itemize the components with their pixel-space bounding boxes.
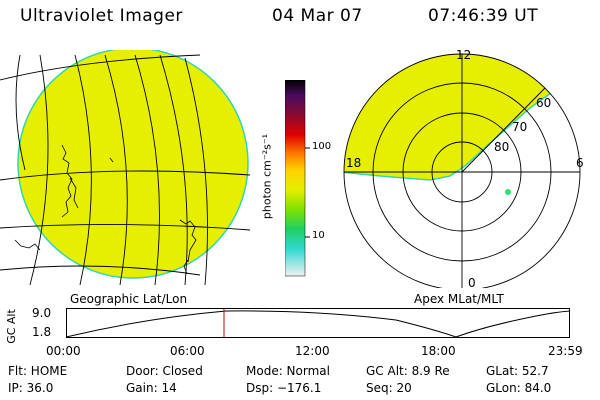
time-tick-1800: 18:00	[421, 344, 456, 358]
time-tick-2359: 23:59	[548, 344, 583, 358]
earth-disk	[17, 50, 249, 279]
info-gain: Gain: 14	[126, 381, 177, 395]
station-marker	[505, 189, 511, 195]
date-label: 04 Mar 07	[272, 6, 363, 26]
info-seq: Seq: 20	[366, 381, 412, 395]
gc-alt-tick-1-8: 1.8	[32, 325, 52, 339]
info-ip: IP: 36.0	[8, 381, 54, 395]
info-mode: Mode: Normal	[246, 364, 330, 378]
info-dsp: Dsp: −176.1	[246, 381, 322, 395]
polar-image	[344, 54, 580, 181]
lat-label-60: 60	[536, 96, 552, 110]
info-door: Door: Closed	[126, 364, 203, 378]
time-tick-1200: 12:00	[295, 344, 330, 358]
colorbar-tick-100: 100	[312, 141, 332, 152]
info-glon: GLon: 84.0	[486, 381, 552, 395]
apex-panel-label: Apex MLat/MLT	[414, 292, 504, 306]
mlt-label-18: 18	[346, 156, 362, 170]
colorbar-tick-10: 10	[312, 230, 325, 241]
mlt-label-0: 0	[468, 276, 476, 290]
time-label: 07:46:39 UT	[428, 6, 539, 26]
info-flt: Flt: HOME	[8, 364, 68, 378]
mlt-label-12: 12	[456, 48, 472, 62]
colorbar-unit-label: photon cm⁻²s⁻¹	[260, 133, 274, 220]
colorbar	[285, 80, 310, 277]
time-tick-0000: 00:00	[46, 344, 81, 358]
geo-grid	[0, 54, 251, 285]
geographic-image	[0, 50, 251, 285]
lat-label-80: 80	[494, 140, 510, 154]
gc-alt-plot	[66, 308, 570, 338]
coastline	[14, 144, 197, 275]
polar-plot	[343, 53, 581, 288]
lat-label-70: 70	[512, 120, 528, 134]
instrument-title: Ultraviolet Imager	[20, 6, 183, 26]
gc-alt-tick-9: 9.0	[32, 306, 52, 320]
gc-alt-axis-label: GC Alt	[4, 309, 18, 344]
info-gcalt: GC Alt: 8.9 Re	[366, 364, 450, 378]
info-glat: GLat: 52.7	[486, 364, 549, 378]
polar-grid	[343, 53, 581, 288]
time-tick-0600: 06:00	[170, 344, 205, 358]
mlt-label-6: 6	[576, 156, 584, 170]
geo-panel-label: Geographic Lat/Lon	[70, 292, 188, 306]
